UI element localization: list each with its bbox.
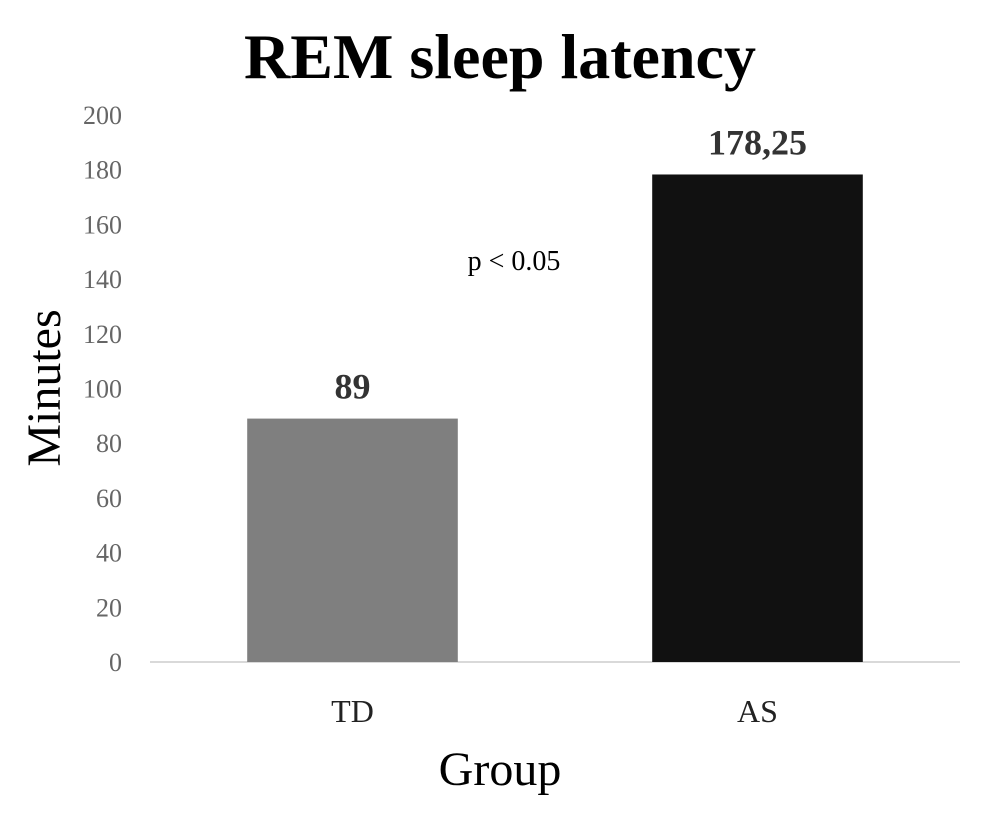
y-tick-label: 120: [83, 320, 122, 349]
bar-as: [652, 174, 863, 662]
data-label-as: 178,25: [708, 122, 807, 162]
y-tick-label: 100: [83, 375, 122, 404]
chart-title: REM sleep latency: [244, 21, 756, 92]
plot-area: 0 20 40 60 80 100 120 140 160 180 200 89 TD 178,25 AS: [83, 101, 960, 729]
x-axis-title: Group: [439, 743, 562, 796]
y-tick-label: 140: [83, 265, 122, 294]
y-tick-label: 60: [96, 484, 122, 513]
y-tick-label: 180: [83, 156, 122, 185]
y-tick-label: 40: [96, 539, 122, 568]
y-tick-label: 20: [96, 593, 122, 622]
y-tick-label: 80: [96, 429, 122, 458]
y-tick-label: 200: [83, 101, 122, 130]
y-tick-label: 0: [109, 648, 122, 677]
y-tick-label: 160: [83, 210, 122, 239]
y-axis-title: Minutes: [18, 309, 71, 466]
data-label-td: 89: [335, 367, 371, 407]
significance-annotation: p < 0.05: [468, 246, 561, 277]
x-tick-label-as: AS: [737, 693, 778, 729]
x-tick-label-td: TD: [331, 693, 374, 729]
bar-td: [247, 418, 458, 662]
